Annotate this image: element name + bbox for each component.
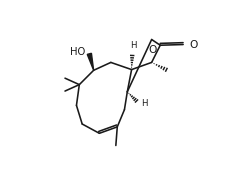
Text: H: H (130, 41, 136, 50)
Text: O: O (148, 45, 156, 55)
Polygon shape (87, 53, 94, 70)
Text: O: O (190, 39, 198, 49)
Text: HO: HO (70, 47, 85, 57)
Text: H: H (142, 100, 148, 108)
